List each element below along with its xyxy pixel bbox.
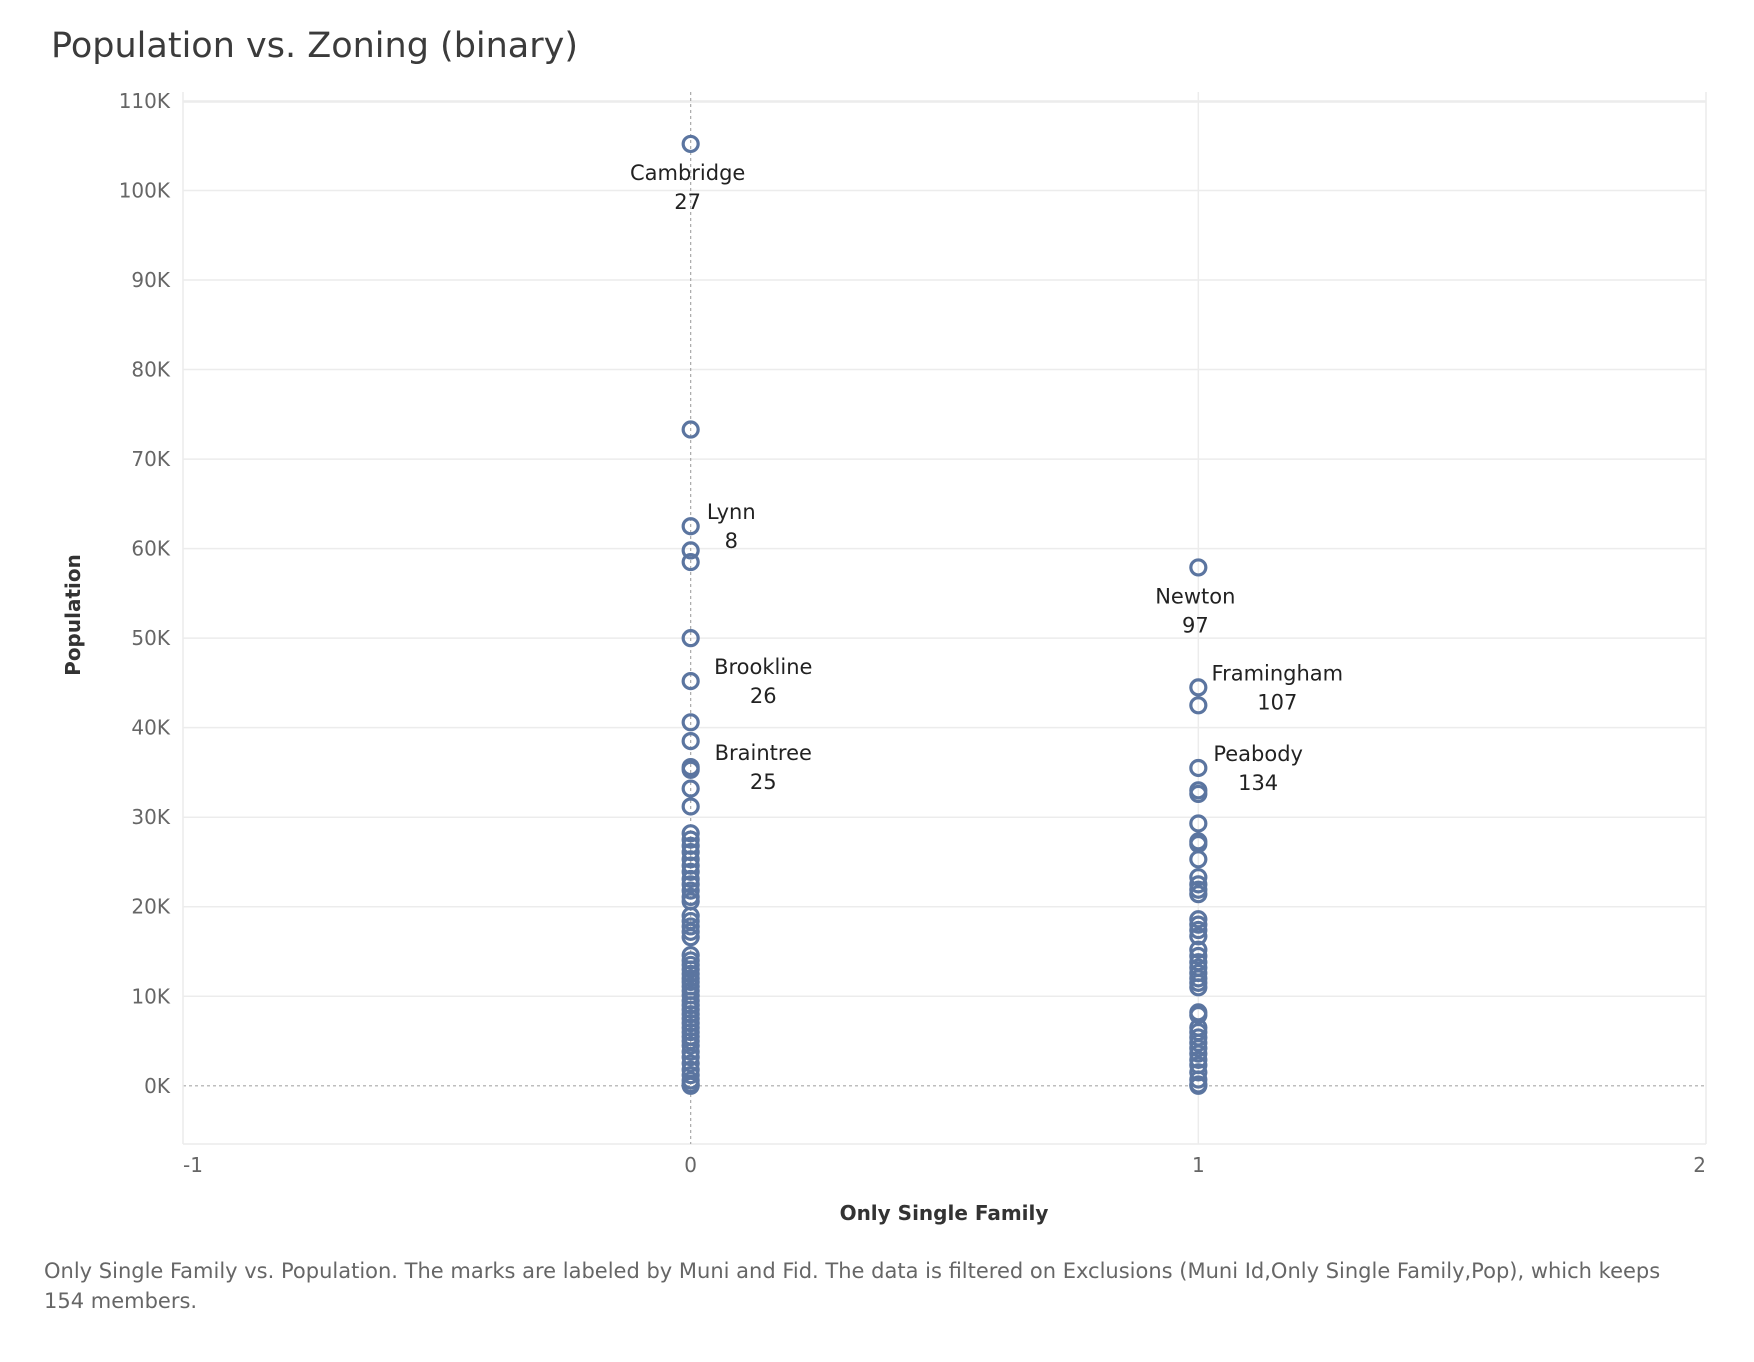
y-tick-label: 90K bbox=[131, 268, 170, 292]
data-point[interactable] bbox=[681, 779, 700, 798]
data-point[interactable] bbox=[681, 420, 700, 439]
data-point[interactable] bbox=[681, 928, 700, 947]
mark-label-muni: Braintree bbox=[715, 741, 812, 765]
x-axis-title: Only Single Family bbox=[840, 1201, 1049, 1225]
y-tick-label: 100K bbox=[119, 178, 171, 202]
scatter-plot: 0K 10K 20K 30K 40K 50K 60K 70K 80K 90K 100K 110K -1 0… bbox=[61, 89, 1707, 1225]
data-point[interactable] bbox=[1189, 1044, 1208, 1063]
data-point[interactable] bbox=[1189, 558, 1208, 577]
data-point[interactable] bbox=[1189, 850, 1208, 869]
data-point[interactable] bbox=[1189, 1033, 1208, 1052]
data-point[interactable] bbox=[681, 1054, 700, 1073]
data-point[interactable] bbox=[1189, 1039, 1208, 1058]
mark-label-muni: Peabody bbox=[1213, 742, 1303, 766]
data-point[interactable] bbox=[1189, 940, 1208, 959]
data-point[interactable] bbox=[681, 760, 700, 779]
data-point[interactable] bbox=[681, 1065, 700, 1085]
data-point[interactable] bbox=[1189, 1076, 1208, 1095]
x-tick-label: -1 bbox=[183, 1153, 203, 1177]
data-point[interactable] bbox=[1189, 946, 1208, 966]
data-point[interactable] bbox=[1189, 758, 1208, 778]
data-point[interactable] bbox=[1189, 875, 1208, 894]
y-tick-label: 50K bbox=[131, 626, 170, 650]
data-point[interactable] bbox=[681, 517, 700, 536]
x-tick-label: 1 bbox=[1192, 1153, 1205, 1177]
data-point[interactable] bbox=[1189, 915, 1208, 934]
y-tick-label: 0K bbox=[144, 1074, 171, 1098]
data-point[interactable] bbox=[681, 875, 700, 894]
data-point[interactable] bbox=[1189, 1005, 1208, 1025]
axes: 0K 10K 20K 30K 40K 50K 60K 70K 80K 90K 100K 110K -1 0… bbox=[119, 89, 1706, 1177]
gridlines bbox=[182, 92, 1707, 1145]
data-point[interactable] bbox=[681, 830, 700, 849]
data-point[interactable] bbox=[1189, 696, 1208, 715]
data-point[interactable] bbox=[681, 922, 700, 941]
x-tick-label: 0 bbox=[684, 1153, 697, 1177]
data-marks[interactable] bbox=[681, 134, 1208, 1095]
mark-labels: Cambridge 27 Lynn 8 Brookline 26 Braintree 25 Ne… bbox=[630, 161, 1343, 795]
data-point[interactable] bbox=[1189, 910, 1208, 929]
mark-label-muni: Cambridge bbox=[630, 161, 745, 185]
data-point[interactable] bbox=[681, 134, 700, 154]
x-tick-label: 2 bbox=[1693, 1153, 1706, 1177]
mark-label-muni: Lynn bbox=[707, 500, 756, 524]
y-tick-label: 70K bbox=[131, 447, 170, 471]
data-point[interactable] bbox=[1189, 784, 1208, 804]
data-point[interactable] bbox=[681, 1042, 700, 1061]
data-point[interactable] bbox=[681, 713, 700, 732]
data-point[interactable] bbox=[681, 862, 700, 881]
y-tick-label: 20K bbox=[131, 895, 170, 919]
data-point[interactable] bbox=[1189, 814, 1208, 833]
data-point[interactable] bbox=[1189, 885, 1208, 904]
y-tick-label: 30K bbox=[131, 805, 170, 829]
data-point[interactable] bbox=[681, 869, 700, 889]
data-point[interactable] bbox=[1189, 920, 1208, 940]
data-point[interactable] bbox=[1189, 868, 1208, 887]
data-point[interactable] bbox=[681, 552, 700, 572]
data-point[interactable] bbox=[681, 917, 700, 936]
mark-label-muni: Newton bbox=[1155, 584, 1235, 608]
y-tick-label: 60K bbox=[131, 537, 170, 561]
y-tick-label: 40K bbox=[131, 716, 170, 740]
data-point[interactable] bbox=[681, 850, 700, 869]
mark-label-fid: 27 bbox=[674, 190, 701, 214]
data-point[interactable] bbox=[681, 541, 700, 560]
data-point[interactable] bbox=[681, 824, 700, 843]
mark-label-fid: 25 bbox=[750, 770, 777, 794]
data-point[interactable] bbox=[681, 797, 700, 816]
data-point[interactable] bbox=[681, 881, 700, 900]
y-tick-label: 10K bbox=[131, 984, 170, 1008]
data-point[interactable] bbox=[681, 629, 700, 648]
data-point[interactable] bbox=[681, 1048, 700, 1067]
mark-label-fid: 134 bbox=[1238, 771, 1278, 795]
chart-title: Population vs. Zoning (binary) bbox=[51, 26, 579, 66]
data-point[interactable] bbox=[681, 672, 700, 691]
data-point[interactable] bbox=[681, 732, 700, 751]
y-tick-label: 80K bbox=[131, 358, 170, 382]
mark-label-muni: Framingham bbox=[1212, 661, 1344, 685]
mark-label-fid: 8 bbox=[725, 529, 738, 553]
mark-label-muni: Brookline bbox=[714, 655, 812, 679]
data-point[interactable] bbox=[681, 1036, 700, 1055]
data-point[interactable] bbox=[1189, 1050, 1208, 1069]
chart-caption: Only Single Family vs. Population. The m… bbox=[44, 1259, 1661, 1313]
y-axis-title: Population bbox=[61, 554, 85, 676]
y-tick-label: 110K bbox=[119, 89, 171, 113]
mark-label-fid: 97 bbox=[1182, 613, 1209, 637]
data-point[interactable] bbox=[681, 1076, 700, 1095]
mark-label-fid: 107 bbox=[1257, 690, 1297, 714]
data-point[interactable] bbox=[1189, 978, 1208, 997]
data-point[interactable] bbox=[1189, 678, 1208, 697]
mark-label-fid: 26 bbox=[750, 684, 777, 708]
